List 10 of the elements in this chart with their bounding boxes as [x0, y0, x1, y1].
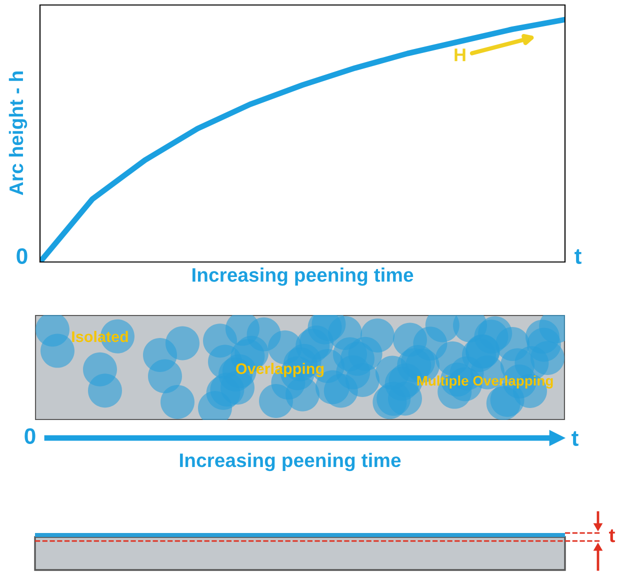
text: Isolated [72, 330, 128, 342]
text: t [572, 431, 578, 446]
text: t [574, 249, 582, 264]
text: 0 [16, 248, 28, 264]
x-axis-title: Increasing peening time [192, 268, 414, 286]
text: Increasing peening time [180, 452, 401, 472]
annotation: H [454, 48, 466, 62]
y-axis-title: Arc height - h [8, 72, 28, 196]
text: 0 [24, 428, 36, 444]
text: t [609, 529, 615, 542]
